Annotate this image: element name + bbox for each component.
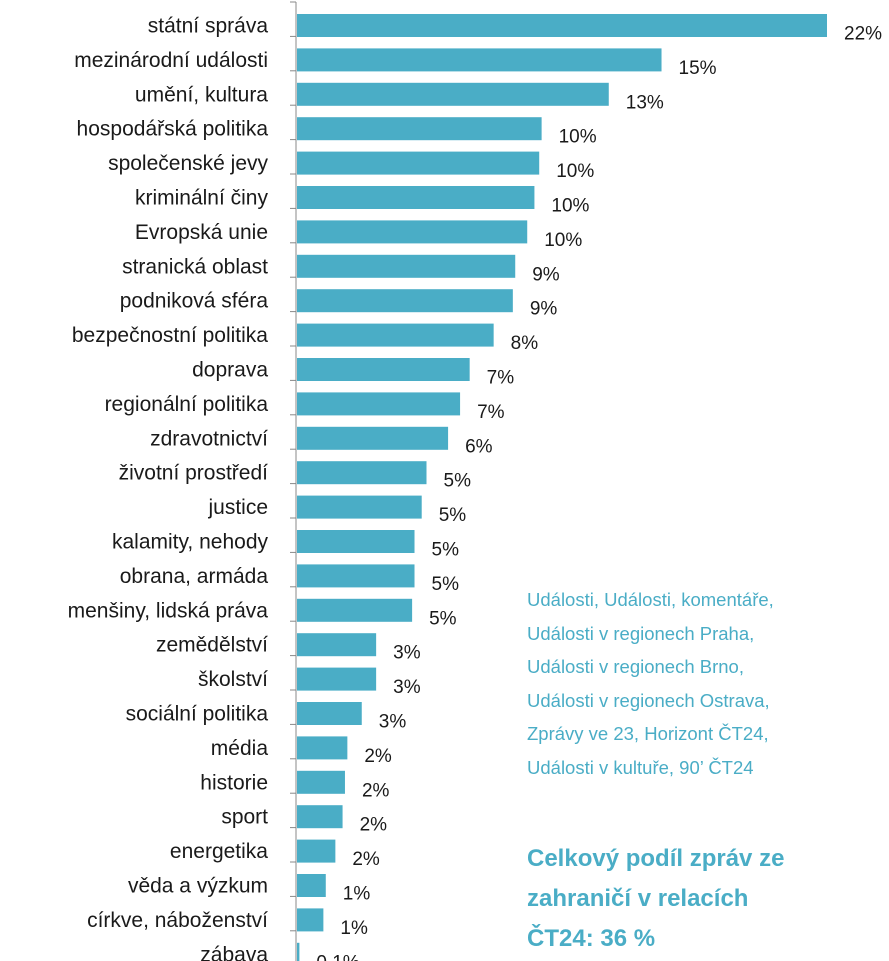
bar xyxy=(297,323,494,347)
category-label: regionální politika xyxy=(105,393,269,416)
value-label: 2% xyxy=(360,815,388,836)
value-label: 5% xyxy=(439,505,467,526)
value-label: 3% xyxy=(393,677,421,698)
value-label: 0,1% xyxy=(316,952,359,961)
value-label: 10% xyxy=(544,230,582,251)
bar xyxy=(297,117,542,141)
foreign-share-summary: Celkový podíl zpráv ze zahraničí v relac… xyxy=(527,839,887,959)
value-label: 1% xyxy=(340,918,368,939)
category-label: státní správa xyxy=(148,15,269,38)
category-label: zemědělství xyxy=(156,634,268,657)
category-label: kriminální činy xyxy=(135,187,269,210)
category-label: Evropská unie xyxy=(135,221,268,244)
bar xyxy=(297,82,609,106)
category-label: bezpečnostní politika xyxy=(72,324,268,347)
note-line: Události v kultuře, 90’ ČT24 xyxy=(527,756,754,778)
summary-line: Celkový podíl zpráv ze xyxy=(527,845,785,872)
bar xyxy=(297,392,461,416)
category-label: sport xyxy=(221,806,268,829)
category-label: zábava xyxy=(200,943,268,961)
bar xyxy=(297,426,449,450)
bar xyxy=(297,220,528,244)
bar xyxy=(297,633,377,657)
category-label: kalamity, nehody xyxy=(112,531,269,554)
bar xyxy=(297,461,427,485)
value-label: 9% xyxy=(532,264,560,285)
bar xyxy=(297,254,516,278)
value-label: 7% xyxy=(487,368,515,389)
category-label: obrana, armáda xyxy=(120,565,269,588)
bar xyxy=(297,770,345,794)
summary-line: zahraničí v relacích xyxy=(527,885,749,912)
value-label: 22% xyxy=(844,24,882,45)
bar xyxy=(297,942,300,961)
category-label: justice xyxy=(207,496,268,519)
value-label: 5% xyxy=(432,540,460,561)
bar xyxy=(297,495,422,519)
programs-note: Události, Události, komentáře, Události … xyxy=(527,583,887,784)
category-label: média xyxy=(211,737,269,760)
value-label: 10% xyxy=(559,127,597,148)
bar xyxy=(297,186,535,209)
note-line: Události v regionech Praha, xyxy=(527,622,755,644)
category-label: společenské jevy xyxy=(108,152,268,175)
category-label: doprava xyxy=(192,359,268,382)
value-label: 13% xyxy=(626,92,664,113)
value-label: 3% xyxy=(379,712,407,733)
category-label: menšiny, lidská práva xyxy=(68,599,269,622)
note-line: Události v regionech Brno, xyxy=(527,656,744,677)
value-label: 10% xyxy=(556,161,594,182)
bar xyxy=(297,530,415,553)
bar xyxy=(297,14,827,37)
value-label: 1% xyxy=(343,884,371,905)
bar xyxy=(297,151,540,175)
value-label: 5% xyxy=(444,471,472,492)
category-label: umění, kultura xyxy=(135,83,268,106)
category-label: sociální politika xyxy=(126,703,269,726)
bar xyxy=(297,805,343,829)
summary-line: ČT24: 36 % xyxy=(527,925,656,952)
bar xyxy=(297,736,348,760)
bar xyxy=(297,48,662,72)
category-label: energetika xyxy=(170,840,268,863)
bar xyxy=(297,598,413,622)
category-label: životní prostředí xyxy=(119,462,269,485)
note-line: Události, Události, komentáře, xyxy=(527,589,774,610)
value-label: 5% xyxy=(429,608,457,629)
value-label: 9% xyxy=(530,299,558,320)
value-label: 10% xyxy=(551,196,589,217)
value-label: 8% xyxy=(511,333,539,354)
bar xyxy=(297,358,470,381)
bar xyxy=(297,839,336,863)
category-label: církve, náboženství xyxy=(87,909,268,932)
value-label: 7% xyxy=(477,402,505,423)
bar xyxy=(297,289,513,313)
bar xyxy=(297,874,326,897)
category-label: mezinárodní události xyxy=(74,49,268,72)
bar xyxy=(297,564,415,588)
category-label: historie xyxy=(200,771,268,794)
value-label: 2% xyxy=(364,746,392,767)
category-label: školství xyxy=(198,668,268,691)
category-label: věda a výzkum xyxy=(128,875,268,898)
value-label: 15% xyxy=(679,58,717,79)
bar xyxy=(297,908,324,932)
bar xyxy=(297,667,377,691)
value-label: 5% xyxy=(432,574,460,595)
category-label: hospodářská politika xyxy=(77,118,269,141)
note-line: Zprávy ve 23, Horizont ČT24, xyxy=(527,723,769,744)
category-label: stranická oblast xyxy=(122,255,268,278)
category-label: podniková sféra xyxy=(120,290,269,313)
value-label: 6% xyxy=(465,436,493,457)
value-label: 2% xyxy=(362,780,390,801)
category-label: zdravotnictví xyxy=(150,427,268,450)
note-line: Události v regionech Ostrava, xyxy=(527,689,770,711)
value-label: 2% xyxy=(352,849,380,870)
value-label: 3% xyxy=(393,643,421,664)
bar xyxy=(297,702,362,725)
